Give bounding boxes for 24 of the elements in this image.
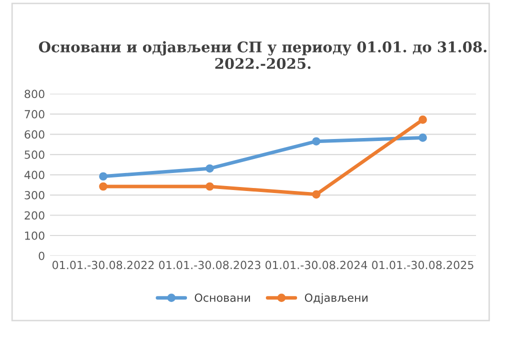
x-tick-label: 01.01.-30.08.2022 [52, 260, 154, 270]
point [206, 164, 214, 173]
y-tick-label: 800 [24, 90, 44, 98]
x-tick-label: 01.01.-30.08.2024 [266, 260, 368, 270]
y-tick-label: 400 [24, 170, 44, 180]
chart-title: Основани и одјављени СП у периоду 01.01. до 31.08. 2022.-2025. [38, 41, 486, 69]
y-tick-label: 0 [38, 252, 44, 260]
point [312, 137, 320, 146]
y-tick-label: 700 [24, 110, 44, 118]
y-tick-label: 300 [24, 190, 44, 200]
y-tick-label: 500 [24, 150, 44, 159]
y-tick-label: 200 [24, 211, 44, 220]
x-tick-label: 01.01.-30.08.2023 [158, 260, 260, 270]
legend-label: Основани [194, 293, 250, 302]
point [206, 182, 214, 191]
point [312, 190, 320, 199]
point [99, 172, 108, 181]
legend-label: Одјављени [304, 293, 368, 304]
y-tick-label: 100 [25, 231, 44, 240]
point [418, 134, 427, 142]
point [418, 116, 427, 124]
x-tick-label: 01.01.-30.08.2025 [372, 260, 474, 270]
point [99, 182, 108, 191]
y-tick-label: 600 [24, 130, 44, 139]
